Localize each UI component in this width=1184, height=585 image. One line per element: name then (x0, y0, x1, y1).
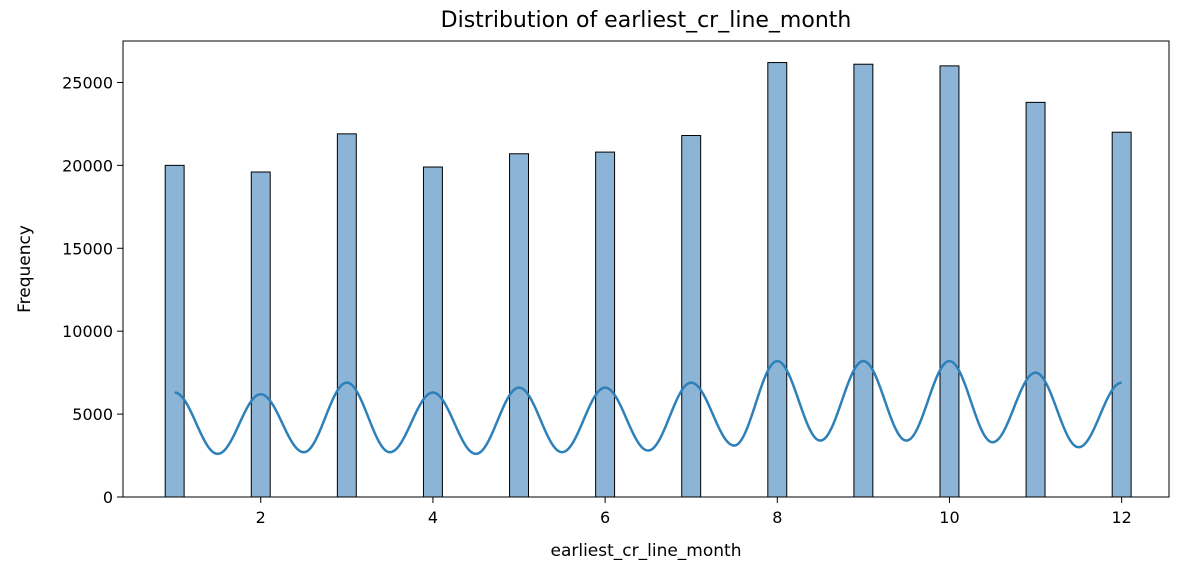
y-tick-label: 0 (103, 488, 113, 507)
y-axis-label: Frequency (15, 225, 35, 313)
x-tick-label: 10 (939, 508, 959, 527)
y-tick-label: 5000 (72, 405, 113, 424)
y-tick-label: 15000 (62, 239, 113, 258)
bar-month-10 (939, 65, 960, 498)
bar-month-12 (1111, 131, 1132, 498)
kde-group (174, 359, 1122, 456)
y-tick-label: 20000 (62, 156, 113, 175)
bars-group (164, 62, 1132, 498)
bar-month-2 (250, 171, 271, 498)
y-axis-ticks: 0 5000 10000 15000 20000 25000 (62, 73, 123, 507)
y-tick-label: 10000 (62, 322, 113, 341)
x-axis-label: earliest_cr_line_month (551, 541, 742, 561)
x-tick-label: 2 (256, 508, 266, 527)
bar-month-3 (336, 133, 357, 498)
kde-line (174, 359, 1122, 456)
chart-title: Distribution of earliest_cr_line_month (441, 8, 852, 33)
bar-month-6 (595, 151, 616, 498)
x-axis-ticks: 2 4 6 8 10 12 (256, 497, 1132, 527)
bar-month-7 (681, 135, 702, 498)
bar-month-1 (164, 164, 185, 498)
x-tick-label: 12 (1111, 508, 1131, 527)
x-tick-label: 8 (772, 508, 782, 527)
plot-frame (122, 40, 1170, 498)
bar-month-5 (509, 153, 529, 498)
bar-month-9 (853, 63, 874, 498)
x-tick-label: 6 (600, 508, 610, 527)
x-tick-label: 4 (428, 508, 438, 527)
bar-month-8 (767, 62, 788, 498)
bar-month-4 (422, 166, 443, 498)
y-tick-label: 25000 (62, 73, 113, 92)
bar-month-11 (1025, 101, 1046, 498)
